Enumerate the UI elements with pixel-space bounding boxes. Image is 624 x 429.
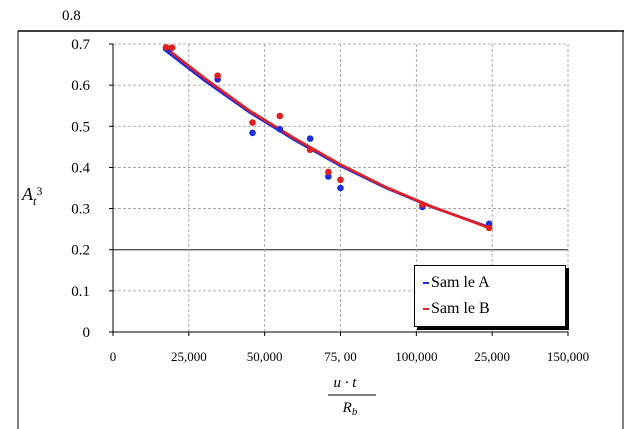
data-point-series-1	[337, 184, 344, 192]
y-tick-label: 0.1	[71, 284, 90, 300]
data-point-series-1	[306, 135, 314, 142]
y-tick-label: 0	[83, 325, 91, 341]
legend-item-sample-b: Sam le B	[423, 300, 490, 318]
data-point-series-2	[306, 146, 314, 154]
data-points	[162, 43, 493, 232]
data-point-series-1	[276, 125, 284, 133]
data-point-series-2	[325, 168, 332, 176]
x-tick-label: 100,000	[395, 349, 437, 364]
y-tick-label: 0.7	[71, 37, 90, 53]
y-tick-label: 0.3	[71, 202, 90, 218]
legend-label-sample-b: Sam le B	[431, 300, 490, 317]
x-axis-label-top: u · t	[334, 375, 358, 391]
data-point-series-1	[249, 129, 256, 137]
y-extra-label: 0.8	[62, 8, 81, 24]
data-point-series-2	[276, 112, 284, 120]
legend-label-sample-a: Sam le A	[431, 274, 490, 291]
y-tick-label: 0.4	[71, 160, 90, 176]
data-point-series-2	[485, 224, 493, 232]
legend-swatch-sample-a	[423, 282, 429, 284]
x-tick-label: 75, 00	[324, 349, 357, 364]
x-tick-label: 0	[110, 349, 117, 364]
x-tick-label: 25,000	[474, 349, 510, 364]
legend-swatch-sample-b	[423, 308, 429, 310]
legend: Sam le A Sam le B	[414, 265, 566, 327]
y-tick-label: 0.2	[71, 243, 90, 259]
y-axis-label: At3	[21, 184, 42, 208]
axes	[109, 43, 569, 336]
x-tick-labels: 0 25,000 50,000 75, 00 100,000 25,000 150,000	[110, 349, 589, 364]
data-point-series-2	[214, 72, 221, 79]
fit-line-series-1	[164, 49, 491, 229]
x-tick-label: 25,000	[171, 349, 207, 364]
data-point-series-1	[325, 173, 332, 180]
data-point-series-2	[249, 119, 256, 126]
data-point-series-2	[419, 201, 426, 208]
x-tick-label: 50,000	[247, 349, 283, 364]
y-tick-labels: 0 0.1 0.2 0.3 0.4 0.5 0.6 0.7	[71, 37, 90, 341]
data-point-series-2	[162, 43, 170, 51]
x-axis-label-bottom: Rb	[342, 400, 358, 418]
x-tick-label: 150,000	[547, 349, 589, 364]
y-tick-label: 0.6	[71, 78, 90, 94]
y-tick-label: 0.5	[71, 119, 90, 135]
data-point-series-2	[337, 176, 344, 184]
data-point-series-2	[168, 44, 176, 52]
legend-item-sample-a: Sam le A	[423, 274, 490, 292]
